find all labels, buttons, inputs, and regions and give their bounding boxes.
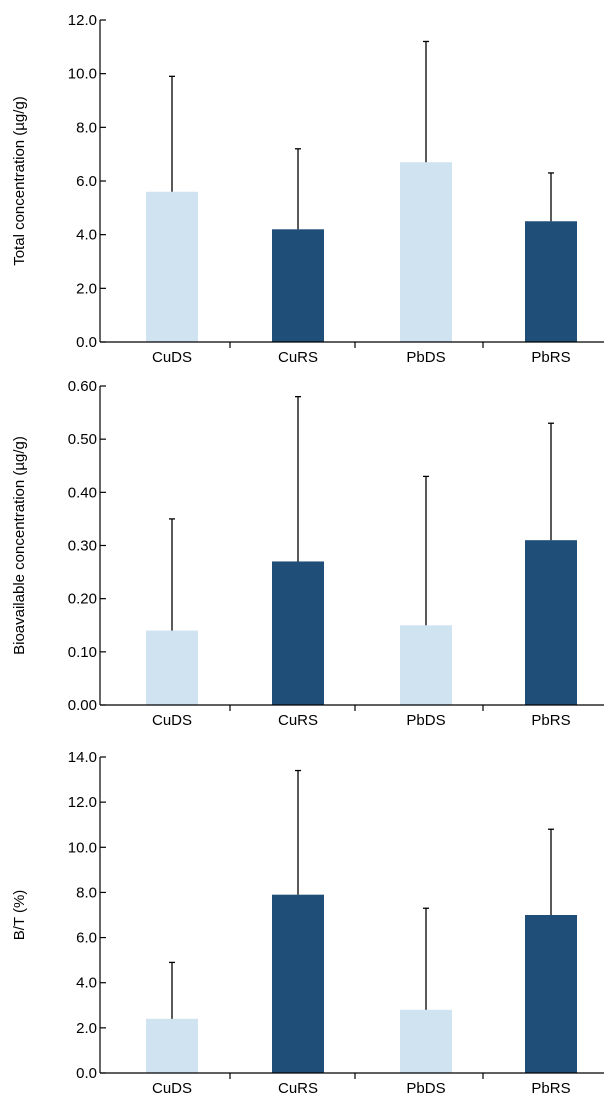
y-tick-label: 0.00 [68, 697, 97, 714]
x-tick-label-curs: CuRS [278, 349, 318, 366]
y-axis-title: Bioavailable concentration (µg/g) [11, 436, 28, 655]
y-tick-label: 0.30 [68, 538, 97, 555]
y-tick-label: 12.0 [68, 794, 97, 811]
bar-pbrs [525, 221, 577, 342]
y-tick-label: 4.0 [76, 975, 97, 992]
y-tick-label: 10.0 [68, 839, 97, 856]
y-tick-label: 0.0 [76, 334, 97, 351]
x-tick-label-pbds: PbDS [406, 349, 445, 366]
x-tick-label-pbrs: PbRS [531, 349, 570, 366]
x-tick-label-curs: CuRS [278, 712, 318, 729]
y-tick-label: 0.50 [68, 431, 97, 448]
y-tick-label: 12.0 [68, 12, 97, 29]
y-tick-label: 2.0 [76, 1020, 97, 1037]
bar-curs [272, 561, 324, 705]
x-tick-label-pbrs: PbRS [531, 712, 570, 729]
bar-curs [272, 894, 324, 1073]
y-tick-label: 4.0 [76, 227, 97, 244]
y-tick-label: 6.0 [76, 173, 97, 190]
x-tick-label-cuds: CuDS [152, 712, 192, 729]
chart-panel-2: 0.00 0.10 0.20 0.30 0.40 0.50 0.60 CuDS CuRS PbDS… [11, 378, 604, 729]
y-tick-label: 6.0 [76, 930, 97, 947]
y-tick-label: 10.0 [68, 66, 97, 83]
y-axis-title: B/T (%) [11, 890, 28, 941]
y-tick-label: 0.60 [68, 378, 97, 395]
y-tick-label: 0.0 [76, 1065, 97, 1082]
y-tick-label: 8.0 [76, 119, 97, 136]
x-tick-label-pbds: PbDS [406, 1080, 445, 1097]
y-tick-label: 14.0 [68, 749, 97, 766]
bar-pbds [400, 1009, 452, 1073]
x-tick-label-cuds: CuDS [152, 1080, 192, 1097]
x-tick-label-curs: CuRS [278, 1080, 318, 1097]
y-tick-label: 8.0 [76, 884, 97, 901]
x-tick-label-cuds: CuDS [152, 349, 192, 366]
y-tick-label: 2.0 [76, 280, 97, 297]
y-axis-title: Total concentration (µg/g) [11, 96, 28, 266]
x-tick-label-pbrs: PbRS [531, 1080, 570, 1097]
y-tick-label: 0.10 [68, 644, 97, 661]
bar-cuds [146, 630, 198, 705]
chart-panel-1: 0.0 2.0 4.0 6.0 8.0 10.0 12.0 CuDS CuRS PbDS PbRS T… [11, 12, 604, 366]
bar-pbds [400, 625, 452, 705]
bar-curs [272, 229, 324, 342]
chart-panel-3: 0.0 2.0 4.0 6.0 8.0 10.0 12.0 14.0 CuDS CuRS PbDS P… [11, 749, 604, 1097]
bar-pbrs [525, 540, 577, 705]
y-tick-label: 0.40 [68, 484, 97, 501]
x-tick-label-pbds: PbDS [406, 712, 445, 729]
bar-cuds [146, 191, 198, 342]
bar-pbds [400, 162, 452, 342]
bar-pbrs [525, 915, 577, 1073]
y-tick-label: 0.20 [68, 591, 97, 608]
bar-cuds [146, 1018, 198, 1073]
